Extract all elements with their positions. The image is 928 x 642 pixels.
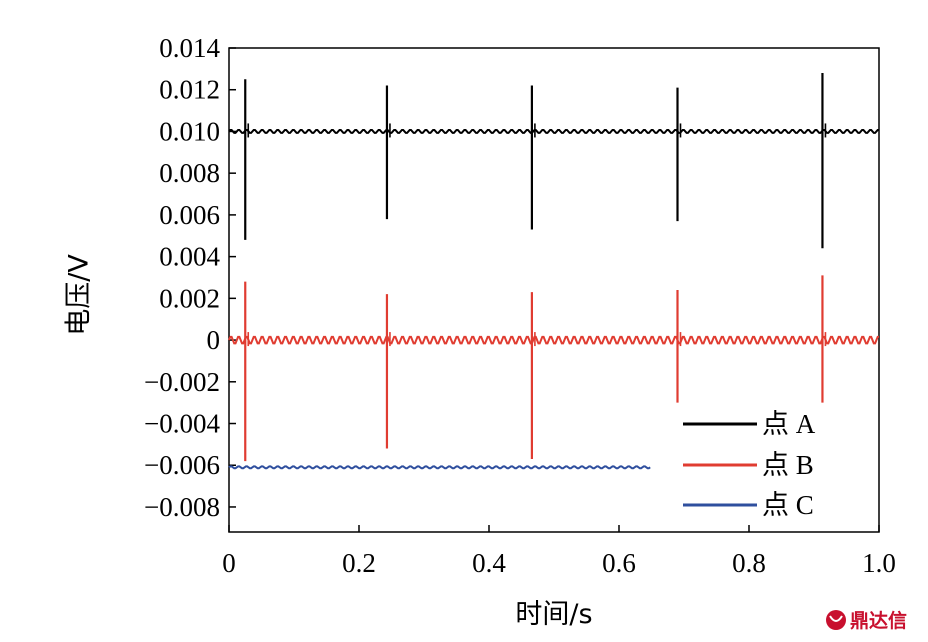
x-tick-label: 0.6	[602, 548, 636, 578]
y-tick-label: 0.010	[159, 116, 220, 146]
legend-label: 点 C	[762, 490, 814, 520]
x-tick-label: 0	[222, 548, 236, 578]
y-tick-label: 0.006	[159, 200, 220, 230]
y-tick-label: 0.002	[159, 283, 220, 313]
legend-label: 点 B	[762, 450, 814, 480]
plot-frame	[228, 47, 880, 533]
watermark-logo: 鼎达信	[826, 609, 907, 632]
legend-label: 点 A	[762, 409, 816, 439]
y-tick-label: 0	[207, 325, 221, 355]
watermark-text: 鼎达信	[850, 609, 907, 632]
series-line	[228, 129, 879, 134]
legend: 点 A 点 B 点 C	[683, 409, 816, 520]
y-tick-label: 0.008	[159, 158, 220, 188]
series-line	[228, 465, 651, 470]
y-axis-title: 电压/V	[64, 254, 95, 336]
series-3	[228, 465, 651, 470]
logo-icon-detail	[829, 615, 843, 622]
x-tick-label: 0.2	[342, 548, 376, 578]
plot-area	[228, 47, 880, 533]
y-tick-label: −0.002	[144, 367, 220, 397]
y-tick-label: −0.004	[144, 409, 220, 439]
series-1	[228, 73, 879, 249]
x-axis-title: 时间/s	[515, 599, 592, 630]
y-tick-label: 0.012	[159, 75, 220, 105]
x-tick-label: 1.0	[862, 548, 896, 578]
y-tick-label: 0.014	[159, 33, 220, 63]
x-tick-label: 0.8	[732, 548, 766, 578]
x-axis: 0 0.2 0.4 0.6 0.8 1.0	[222, 525, 896, 578]
y-tick-label: −0.008	[144, 492, 220, 522]
y-tick-label: −0.006	[144, 450, 220, 480]
y-axis: 0.014 0.012 0.010 0.008 0.006 0.004 0.002 0 −0.0…	[144, 33, 236, 522]
series-group	[228, 73, 879, 470]
x-tick-label: 0.4	[472, 548, 506, 578]
series-line	[228, 335, 879, 345]
series-2	[228, 275, 879, 462]
y-tick-label: 0.004	[159, 242, 220, 272]
